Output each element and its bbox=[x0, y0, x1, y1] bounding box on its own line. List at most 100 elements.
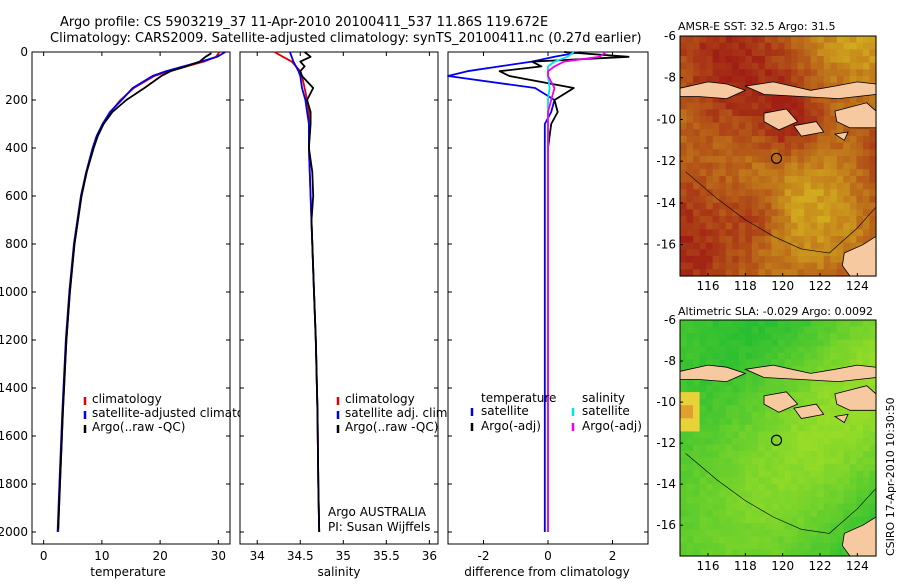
heatmap-cell bbox=[712, 229, 720, 237]
heatmap-cell bbox=[758, 96, 766, 104]
heatmap-cell bbox=[738, 256, 746, 264]
heatmap-cell bbox=[791, 69, 799, 77]
heatmap-cell bbox=[764, 209, 773, 217]
heatmap-cell bbox=[843, 76, 851, 84]
heatmap-cell bbox=[764, 122, 773, 130]
heatmap-cell bbox=[836, 229, 844, 237]
heatmap-cell bbox=[745, 359, 753, 367]
heatmap-cell bbox=[732, 405, 740, 413]
heatmap-cell bbox=[738, 216, 746, 224]
heatmap-cell bbox=[836, 470, 844, 478]
heatmap-cell bbox=[791, 542, 799, 551]
heatmap-cell bbox=[693, 116, 701, 124]
heatmap-cell bbox=[784, 477, 792, 485]
heatmap-cell bbox=[693, 477, 701, 485]
heatmap-cell bbox=[680, 149, 688, 157]
heatmap-cell bbox=[751, 542, 759, 551]
heatmap-cell bbox=[732, 464, 740, 472]
heatmap-cell bbox=[862, 149, 871, 157]
heatmap-cell bbox=[778, 56, 786, 64]
heatmap-cell bbox=[810, 320, 818, 328]
heatmap-cell bbox=[797, 497, 805, 505]
heatmap-cell bbox=[699, 76, 707, 84]
heatmap-cell bbox=[686, 96, 694, 104]
heatmap-cell bbox=[745, 216, 753, 224]
heatmap-cell bbox=[693, 242, 701, 250]
heatmap-cell bbox=[725, 333, 733, 341]
heatmap-cell bbox=[751, 333, 759, 341]
heatmap-cell bbox=[693, 189, 701, 197]
heatmap-cell bbox=[849, 96, 857, 104]
heatmap-cell bbox=[856, 189, 864, 197]
heatmap-cell bbox=[771, 483, 779, 492]
heatmap-cell bbox=[706, 379, 714, 387]
heatmap-cell bbox=[797, 249, 805, 257]
heatmap-cell bbox=[745, 438, 753, 446]
heatmap-cell bbox=[810, 62, 818, 70]
heatmap-cell bbox=[856, 182, 864, 190]
heatmap-cell bbox=[751, 431, 759, 439]
heatmap-cell bbox=[778, 236, 786, 244]
heatmap-cell bbox=[712, 497, 720, 505]
heatmap-cell bbox=[764, 549, 773, 557]
heatmap-cell bbox=[719, 216, 727, 224]
heatmap-cell bbox=[817, 142, 825, 150]
heatmap-cell bbox=[836, 76, 844, 84]
heatmap-cell bbox=[758, 216, 766, 224]
heatmap-cell bbox=[804, 249, 812, 257]
heatmap-cell bbox=[732, 529, 740, 537]
heatmap-cell bbox=[745, 523, 753, 531]
heatmap-cell bbox=[751, 477, 759, 485]
heatmap-cell bbox=[764, 236, 773, 244]
heatmap-cell bbox=[771, 523, 779, 531]
heatmap-cell bbox=[862, 516, 871, 524]
heatmap-cell bbox=[719, 36, 727, 44]
heatmap-cell bbox=[751, 162, 759, 170]
heatmap-cell bbox=[791, 411, 799, 419]
heatmap-cell bbox=[843, 418, 851, 426]
heatmap-cell bbox=[784, 510, 792, 518]
heatmap-cell bbox=[771, 326, 779, 334]
heatmap-cell bbox=[686, 529, 694, 537]
heatmap-cell bbox=[680, 405, 688, 413]
heatmap-cell bbox=[738, 236, 746, 244]
heatmap-cell bbox=[771, 129, 779, 137]
heatmap-cell bbox=[680, 516, 688, 524]
heatmap-cell bbox=[849, 451, 857, 459]
heatmap-cell bbox=[745, 483, 753, 492]
heatmap-cell bbox=[849, 346, 857, 354]
heatmap-cell bbox=[784, 156, 792, 164]
heatmap-cell bbox=[771, 477, 779, 485]
heatmap-cell bbox=[778, 497, 786, 505]
heatmap-cell bbox=[797, 464, 805, 472]
heatmap-cell bbox=[810, 444, 818, 452]
heatmap-cell bbox=[764, 464, 773, 472]
y-tick-label: 0 bbox=[20, 45, 28, 59]
legend-temp-argo: Argo(-adj) bbox=[481, 419, 541, 433]
heatmap-cell bbox=[686, 490, 694, 498]
heatmap-cell bbox=[849, 339, 857, 347]
heatmap-cell bbox=[693, 76, 701, 84]
heatmap-cell bbox=[725, 444, 733, 452]
heatmap-cell bbox=[725, 516, 733, 524]
heatmap-cell bbox=[843, 36, 851, 44]
heatmap-cell bbox=[810, 36, 818, 44]
heatmap-cell bbox=[804, 82, 812, 90]
heatmap-cell bbox=[680, 229, 688, 237]
heatmap-cell bbox=[804, 36, 812, 44]
heatmap-cell bbox=[810, 549, 818, 557]
heatmap-cell bbox=[693, 36, 701, 44]
heatmap-cell bbox=[758, 385, 766, 393]
heatmap-cell bbox=[680, 169, 688, 177]
heatmap-cell bbox=[804, 339, 812, 347]
heatmap-cell bbox=[751, 262, 759, 270]
heatmap-cell bbox=[823, 411, 831, 419]
heatmap-cell bbox=[712, 542, 720, 551]
heatmap-cell bbox=[804, 182, 812, 190]
series-line-temperature-satellite bbox=[447, 51, 581, 532]
heatmap-cell bbox=[778, 510, 786, 518]
heatmap-cell bbox=[804, 262, 812, 270]
heatmap-cell bbox=[804, 379, 812, 387]
heatmap-cell bbox=[830, 451, 838, 459]
heatmap-cell bbox=[751, 256, 759, 264]
